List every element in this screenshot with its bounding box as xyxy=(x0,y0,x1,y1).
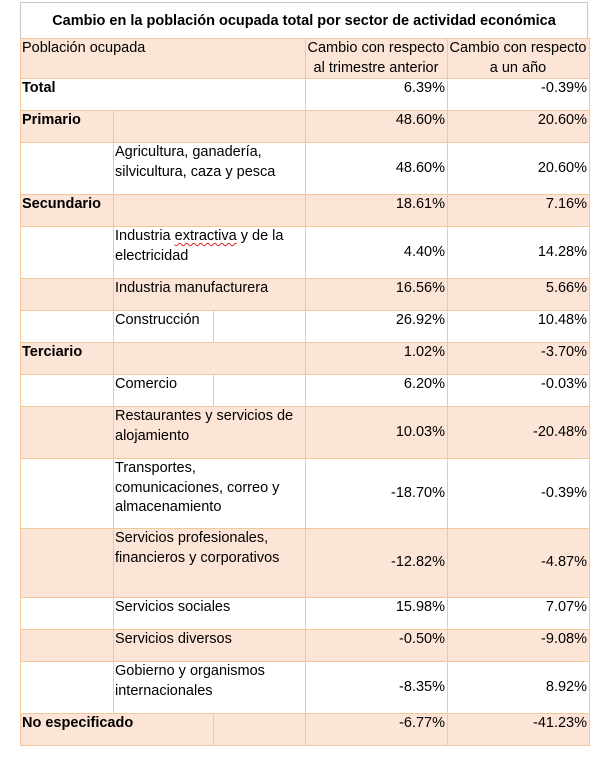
table-row: No especificado -6.77% -41.23% xyxy=(20,713,590,746)
value-year: 7.16% xyxy=(447,194,590,227)
value-quarter: 48.60% xyxy=(305,142,448,195)
value-quarter: -6.77% xyxy=(305,713,448,746)
table-row: Industria extractiva y de la electricida… xyxy=(20,226,590,279)
value-quarter: 6.20% xyxy=(305,374,448,407)
row-label: Industria extractiva y de la electricida… xyxy=(113,226,306,279)
value-year: 7.07% xyxy=(447,597,590,630)
row-label: No especificado xyxy=(20,713,214,746)
value-quarter: 26.92% xyxy=(305,310,448,343)
label-part: y de la electricidad xyxy=(115,228,284,264)
value-year: -0.03% xyxy=(447,374,590,407)
row-label: Gobierno y organismos internacionales xyxy=(113,661,306,714)
value-quarter: 16.56% xyxy=(305,278,448,311)
table-title: Cambio en la población ocupada total por… xyxy=(20,2,588,38)
value-year: -9.08% xyxy=(447,629,590,662)
row-label: Primario xyxy=(20,110,114,143)
value-year: -3.70% xyxy=(447,342,590,375)
value-quarter: -8.35% xyxy=(305,661,448,714)
value-quarter: 48.60% xyxy=(305,110,448,143)
row-label: Servicios diversos xyxy=(113,629,306,662)
row-label: Construcción xyxy=(113,310,214,343)
header-row: Población ocupada Cambio con respecto al… xyxy=(20,38,590,79)
row-label: Total xyxy=(20,78,306,111)
row-label: Servicios profesionales, financieros y c… xyxy=(113,528,306,598)
value-quarter: 1.02% xyxy=(305,342,448,375)
table-row: Agricultura, ganadería, silvicultura, ca… xyxy=(20,142,590,195)
row-label: Transportes, comunicaciones, correo y al… xyxy=(113,458,306,529)
value-year: -0.39% xyxy=(447,458,590,529)
spellcheck-word: extractiva xyxy=(174,228,237,244)
value-year: 20.60% xyxy=(447,110,590,143)
value-quarter: 4.40% xyxy=(305,226,448,279)
value-year: 5.66% xyxy=(447,278,590,311)
population-change-table: Población ocupada Cambio con respecto al… xyxy=(20,38,590,746)
value-year: 14.28% xyxy=(447,226,590,279)
table-row: Gobierno y organismos internacionales -8… xyxy=(20,661,590,714)
table-row: Comercio 6.20% -0.03% xyxy=(20,374,590,407)
row-label: Agricultura, ganadería, silvicultura, ca… xyxy=(113,142,306,195)
value-quarter: -18.70% xyxy=(305,458,448,529)
value-quarter: 18.61% xyxy=(305,194,448,227)
label-part: Industria xyxy=(115,228,175,244)
value-year: 20.60% xyxy=(447,142,590,195)
value-year: 8.92% xyxy=(447,661,590,714)
table-row: Restaurantes y servicios de alojamiento … xyxy=(20,406,590,459)
row-label: Servicios sociales xyxy=(113,597,306,630)
header-poblacion: Población ocupada xyxy=(20,38,306,79)
value-quarter: 6.39% xyxy=(305,78,448,111)
value-quarter: 15.98% xyxy=(305,597,448,630)
table-row: Primario 48.60% 20.60% xyxy=(20,110,590,143)
value-year: -20.48% xyxy=(447,406,590,459)
table-row: Secundario 18.61% 7.16% xyxy=(20,194,590,227)
header-anio: Cambio con respecto a un año xyxy=(447,38,590,79)
value-quarter: -12.82% xyxy=(305,528,448,598)
value-quarter: -0.50% xyxy=(305,629,448,662)
value-year: -0.39% xyxy=(447,78,590,111)
value-year: -41.23% xyxy=(447,713,590,746)
value-year: -4.87% xyxy=(447,528,590,598)
value-year: 10.48% xyxy=(447,310,590,343)
table-row: Construcción 26.92% 10.48% xyxy=(20,310,590,343)
table-row: Industria manufacturera 16.56% 5.66% xyxy=(20,278,590,311)
table-row: Servicios diversos -0.50% -9.08% xyxy=(20,629,590,662)
row-label: Industria manufacturera xyxy=(113,278,306,311)
value-quarter: 10.03% xyxy=(305,406,448,459)
table-row: Total 6.39% -0.39% xyxy=(20,78,590,111)
row-label: Terciario xyxy=(20,342,114,375)
table-row: Servicios profesionales, financieros y c… xyxy=(20,528,590,598)
table-row: Servicios sociales 15.98% 7.07% xyxy=(20,597,590,630)
header-trimestre: Cambio con respecto al trimestre anterio… xyxy=(305,38,448,79)
row-label: Restaurantes y servicios de alojamiento xyxy=(113,406,306,459)
table-row: Terciario 1.02% -3.70% xyxy=(20,342,590,375)
row-label: Comercio xyxy=(113,374,214,407)
row-label: Secundario xyxy=(20,194,114,227)
table-row: Transportes, comunicaciones, correo y al… xyxy=(20,458,590,529)
